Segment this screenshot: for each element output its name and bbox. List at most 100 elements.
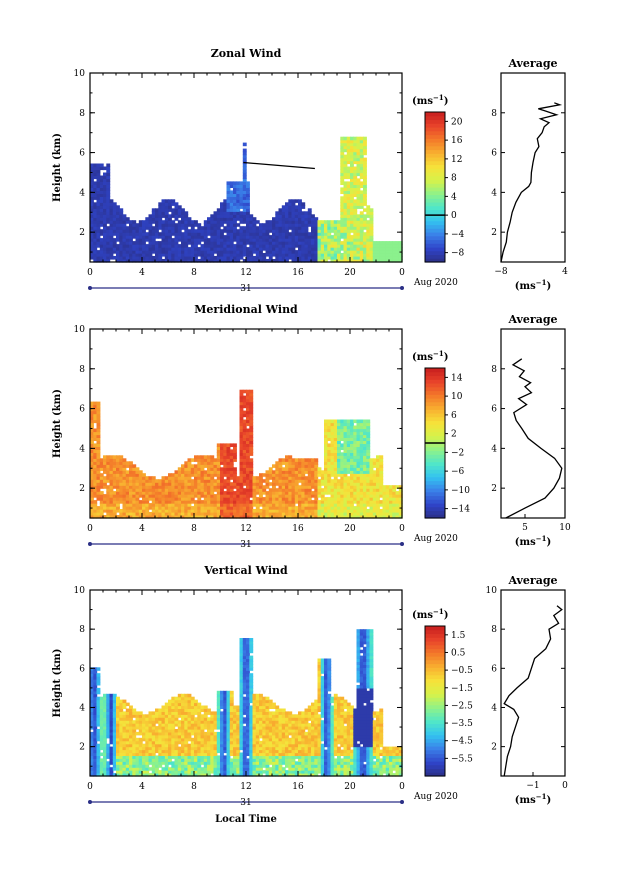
heatmap-cell (109, 473, 114, 477)
heatmap-cell (148, 720, 153, 724)
x-tick-label: 4 (139, 524, 145, 534)
heatmap-cell (337, 452, 341, 456)
heatmap-cell (181, 217, 185, 221)
colorbar-swatch (425, 153, 445, 158)
heatmap-cell (337, 479, 341, 483)
colorbar-swatch (425, 209, 445, 214)
heatmap-cell (168, 506, 172, 510)
heatmap-cell (181, 503, 185, 507)
heatmap-cell (216, 208, 221, 212)
heatmap-cell (99, 479, 104, 483)
heatmap-cell (109, 485, 114, 489)
heatmap-cell (343, 488, 348, 492)
heatmap-cell (103, 494, 107, 498)
heatmap-cell (288, 494, 293, 498)
heatmap-cell (116, 488, 120, 492)
heatmap-cell (161, 770, 166, 774)
heatmap-cell (294, 226, 299, 230)
heatmap-cell (122, 761, 127, 765)
heatmap-cell (317, 229, 322, 233)
heatmap-cell (119, 714, 124, 718)
heatmap-cell (259, 473, 263, 477)
heatmap-cell (135, 238, 140, 242)
heatmap-cell (96, 743, 101, 748)
heatmap-cell (122, 767, 127, 771)
heatmap-cell (242, 220, 247, 224)
heatmap-cell (177, 244, 182, 248)
heatmap-cell (376, 494, 380, 498)
heatmap-cell (93, 470, 98, 474)
heatmap-cell (288, 253, 293, 257)
heatmap-cell (350, 482, 354, 486)
heatmap-cell (239, 506, 244, 510)
heatmap-cell (106, 169, 111, 174)
heatmap-cell (262, 244, 267, 248)
heatmap-cell (340, 136, 345, 141)
heatmap-cell (93, 190, 98, 194)
heatmap-cell (181, 711, 185, 715)
heatmap-cell (242, 440, 247, 444)
heatmap-cell (145, 247, 150, 251)
heatmap-cell (363, 431, 367, 436)
heatmap-cell (109, 506, 114, 510)
heatmap-cell (226, 458, 231, 462)
heatmap-cell (278, 259, 283, 263)
heatmap-cell (203, 259, 208, 263)
heatmap-cell (288, 247, 293, 251)
heatmap-cell (220, 217, 224, 221)
heatmap-cell (148, 711, 153, 715)
heatmap-cell (265, 220, 270, 224)
heatmap-cell (337, 229, 341, 233)
heatmap-cell (109, 470, 114, 474)
heatmap-cell (99, 699, 104, 704)
heatmap-cell (226, 211, 231, 215)
heatmap-cell (148, 761, 153, 765)
heatmap-cell (337, 422, 341, 427)
heatmap-cell (93, 416, 98, 421)
heatmap-cell (164, 749, 169, 754)
heatmap-cell (330, 431, 335, 436)
heatmap-cell (96, 241, 101, 245)
heatmap-cell (337, 220, 341, 224)
heatmap-cell (333, 476, 338, 480)
heatmap-cell (109, 773, 114, 777)
heatmap-cell (93, 693, 98, 698)
heatmap-cell (223, 217, 228, 221)
heatmap-cell (161, 253, 166, 257)
heatmap-cell (252, 500, 257, 504)
heatmap-cell (210, 497, 215, 501)
heatmap-cell (194, 220, 198, 224)
heatmap-cell (337, 425, 341, 430)
heatmap-cell (171, 746, 176, 751)
heatmap-cell (213, 217, 218, 221)
heatmap-cell (148, 238, 153, 242)
heatmap-cell (164, 723, 169, 727)
heatmap-cell (93, 720, 98, 724)
heatmap-cell (301, 259, 306, 263)
heatmap-cell (93, 461, 98, 465)
heatmap-cell (324, 473, 328, 477)
heatmap-cell (385, 506, 390, 510)
heatmap-cell (249, 401, 254, 406)
heatmap-cell (119, 461, 124, 465)
heatmap-cell (96, 250, 101, 254)
heatmap-cell (376, 455, 380, 459)
heatmap-cell (288, 244, 293, 248)
heatmap-cell (194, 455, 198, 459)
heatmap-cell (311, 479, 315, 483)
heatmap-cell (317, 226, 322, 230)
y-tick-label: 6 (79, 149, 85, 159)
average-frame (500, 328, 566, 519)
heatmap-cell (246, 476, 250, 480)
heatmap-cell (151, 244, 156, 248)
heatmap-cell (372, 250, 377, 254)
heatmap-cell (255, 476, 260, 480)
heatmap-cell (356, 136, 361, 141)
heatmap-cell (116, 770, 120, 774)
heatmap-cell (324, 223, 328, 227)
heatmap-cell (171, 734, 176, 739)
heatmap-cell (168, 512, 172, 516)
heatmap-cell (194, 253, 198, 257)
heatmap-cell (148, 476, 153, 480)
heatmap-cell (155, 247, 159, 251)
